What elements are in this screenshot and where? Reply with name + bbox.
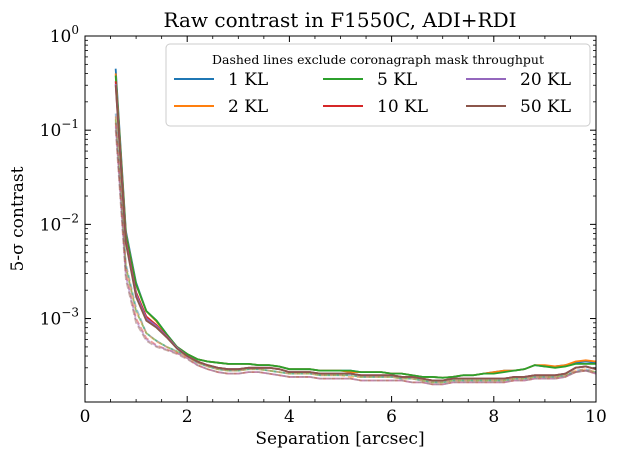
legend-label-1-kl: 1 KL	[228, 70, 268, 90]
x-tick-label: 2	[182, 407, 193, 427]
legend-label-2-kl: 2 KL	[228, 97, 268, 117]
series-dashed-line-20-kl	[114, 126, 596, 386]
legend: Dashed lines exclude coronagraph mask th…	[165, 43, 591, 127]
series-line-50-kl	[114, 85, 596, 382]
x-axis-label: Separation [arcsec]	[255, 429, 424, 449]
legend-entry-2-kl: 2 KL	[174, 97, 268, 117]
series-dashed-line-50-kl	[114, 130, 596, 386]
legend-entries: 1 KL 2 KL 5 KL 10 KL 20 KL 50 KL	[174, 70, 571, 117]
legend-entry-20-kl: 20 KL	[466, 70, 571, 90]
legend-entry-10-kl: 10 KL	[323, 97, 428, 117]
y-axis-label: 5-σ contrast	[8, 166, 28, 271]
series-dashed-line-10-kl	[114, 122, 596, 386]
legend-title: Dashed lines exclude coronagraph mask th…	[212, 52, 544, 67]
y-tick-label: 10−1	[40, 117, 79, 141]
legend-label-10-kl: 10 KL	[377, 97, 428, 117]
legend-label-50-kl: 50 KL	[520, 97, 571, 117]
legend-entry-1-kl: 1 KL	[174, 70, 268, 90]
legend-label-20-kl: 20 KL	[520, 70, 571, 90]
y-tick-label: 100	[50, 23, 79, 47]
x-tick-label: 8	[488, 407, 499, 427]
series-line-5-kl	[114, 75, 596, 379]
plot-frame	[84, 35, 597, 403]
legend-entry-50-kl: 50 KL	[466, 97, 571, 117]
x-tick-label: 10	[585, 407, 607, 427]
y-tick-label: 10−2	[40, 211, 79, 235]
x-tick-label: 4	[284, 407, 295, 427]
legend-label-5-kl: 5 KL	[377, 70, 417, 90]
x-tick-label: 0	[80, 407, 91, 427]
solid-lines-layer	[114, 68, 596, 382]
y-tick-label: 10−3	[40, 306, 79, 330]
axis-tick-labels: 0 2 4 6 8 10 10−3 10−2 10−1 100	[40, 23, 607, 427]
x-tick-label: 6	[386, 407, 397, 427]
chart-title: Raw contrast in F1550C, ADI+RDI	[163, 8, 516, 32]
legend-entry-5-kl: 5 KL	[323, 70, 417, 90]
